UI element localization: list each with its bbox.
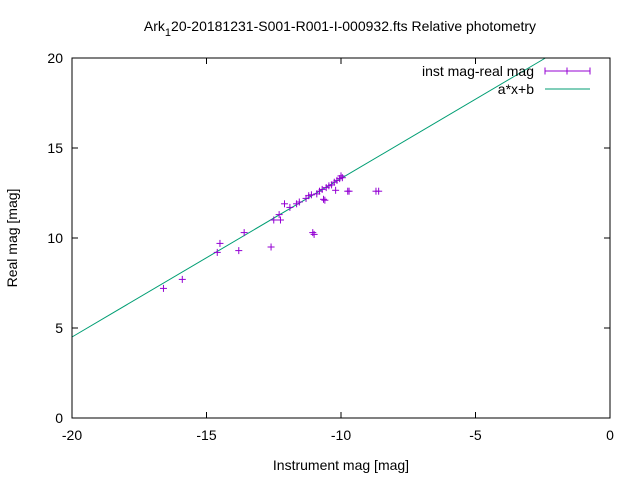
- data-point: [345, 187, 353, 195]
- y-axis-label: Real mag [mag]: [4, 189, 20, 288]
- data-point: [270, 216, 278, 224]
- x-axis-label: Instrument mag [mag]: [273, 457, 409, 473]
- chart-title-prefix: Ark: [144, 18, 166, 34]
- legend-item: inst mag-real mag: [422, 63, 591, 79]
- y-tick-label: 15: [47, 140, 63, 156]
- legend-label: a*x+b: [498, 81, 534, 97]
- data-point: [310, 230, 318, 238]
- data-point: [320, 195, 328, 203]
- data-point: [309, 229, 317, 237]
- data-point: [338, 174, 346, 182]
- x-tick-label: -20: [62, 427, 82, 443]
- y-tick-label: 10: [47, 230, 63, 246]
- data-point: [281, 200, 289, 208]
- legend: inst mag-real mag a*x+b: [422, 63, 591, 97]
- chart-title-suffix: 20-20181231-S001-R001-I-000932.fts Relat…: [171, 18, 536, 34]
- y-tick-label: 5: [55, 320, 63, 336]
- data-point: [178, 275, 186, 283]
- data-point: [159, 284, 167, 292]
- data-point: [307, 191, 315, 199]
- data-point: [235, 247, 243, 255]
- data-point: [213, 248, 221, 256]
- axis-ticks: -20 -15 -10 -5 0 0 5 10 15 20: [47, 50, 614, 443]
- data-point: [337, 172, 345, 180]
- data-point: [275, 211, 283, 219]
- x-tick-label: -10: [331, 427, 351, 443]
- chart-title-subscript: 1: [165, 27, 171, 39]
- plot-frame: [71, 57, 611, 419]
- x-tick-label: -15: [196, 427, 216, 443]
- x-tick-label: -5: [469, 427, 482, 443]
- y-tick-label: 0: [55, 410, 63, 426]
- legend-item: a*x+b: [498, 81, 590, 97]
- chart-title: Ark120-20181231-S001-R001-I-000932.fts R…: [144, 18, 536, 39]
- data-point: [240, 229, 248, 237]
- data-point: [375, 187, 383, 195]
- y-tick-label: 20: [47, 50, 63, 66]
- data-point: [286, 203, 294, 211]
- data-point: [321, 196, 329, 204]
- data-point: [216, 239, 224, 247]
- legend-label: inst mag-real mag: [422, 63, 534, 79]
- data-point: [332, 186, 340, 194]
- data-point: [276, 216, 284, 224]
- data-point: [267, 243, 275, 251]
- data-point: [295, 198, 303, 206]
- data-point: [318, 185, 326, 193]
- data-points-series: [159, 172, 383, 292]
- x-tick-label: 0: [606, 427, 614, 443]
